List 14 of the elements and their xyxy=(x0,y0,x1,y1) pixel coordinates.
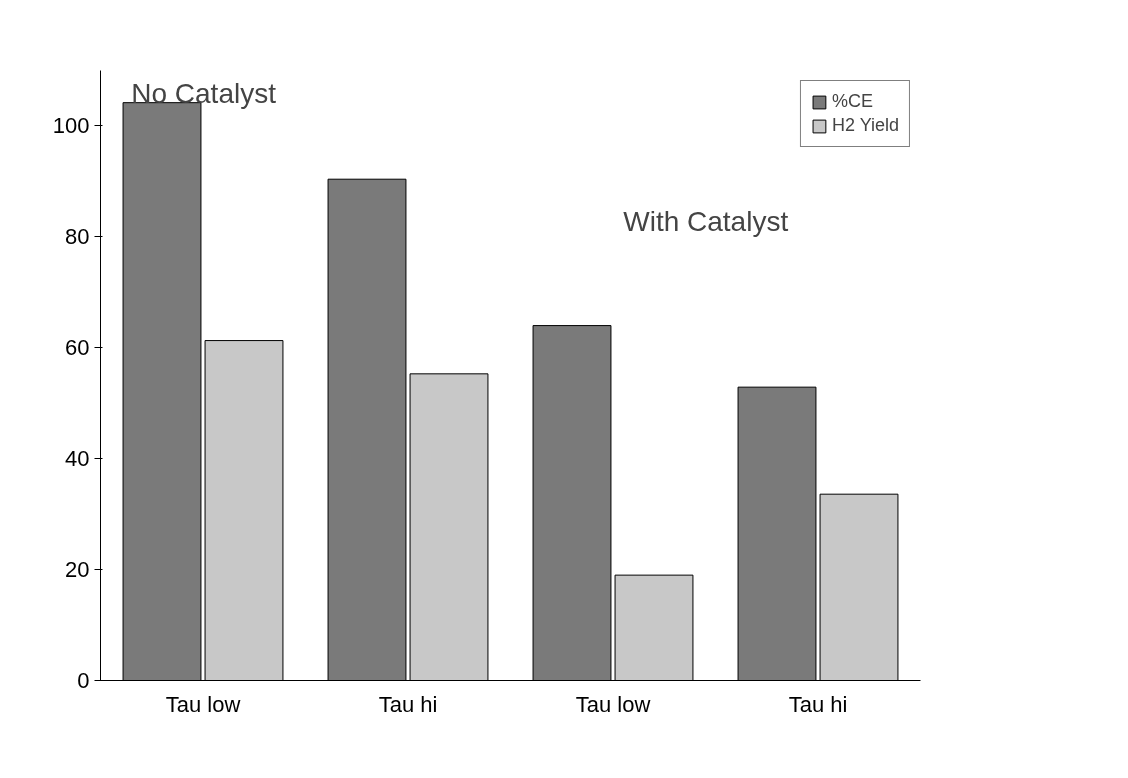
annotation: No Catalyst xyxy=(131,78,277,110)
legend-label: H2 Yield xyxy=(831,115,899,136)
x-tick-label: Tau low xyxy=(575,691,651,717)
legend-label: %CE xyxy=(831,91,873,112)
y-tick-label: 20 xyxy=(65,557,90,583)
x-tick-label: Tau hi xyxy=(788,691,848,717)
y-tick-label: 40 xyxy=(65,446,90,472)
y-tick-label: 80 xyxy=(65,224,90,250)
y-tick-label: 60 xyxy=(65,335,90,361)
annotation: With Catalyst xyxy=(623,205,789,237)
y-tick-label: 0 xyxy=(77,668,90,693)
x-tick-label: Tau low xyxy=(165,691,241,717)
x-tick-label: Tau hi xyxy=(378,691,438,717)
y-tick-label: 100 xyxy=(52,113,90,139)
